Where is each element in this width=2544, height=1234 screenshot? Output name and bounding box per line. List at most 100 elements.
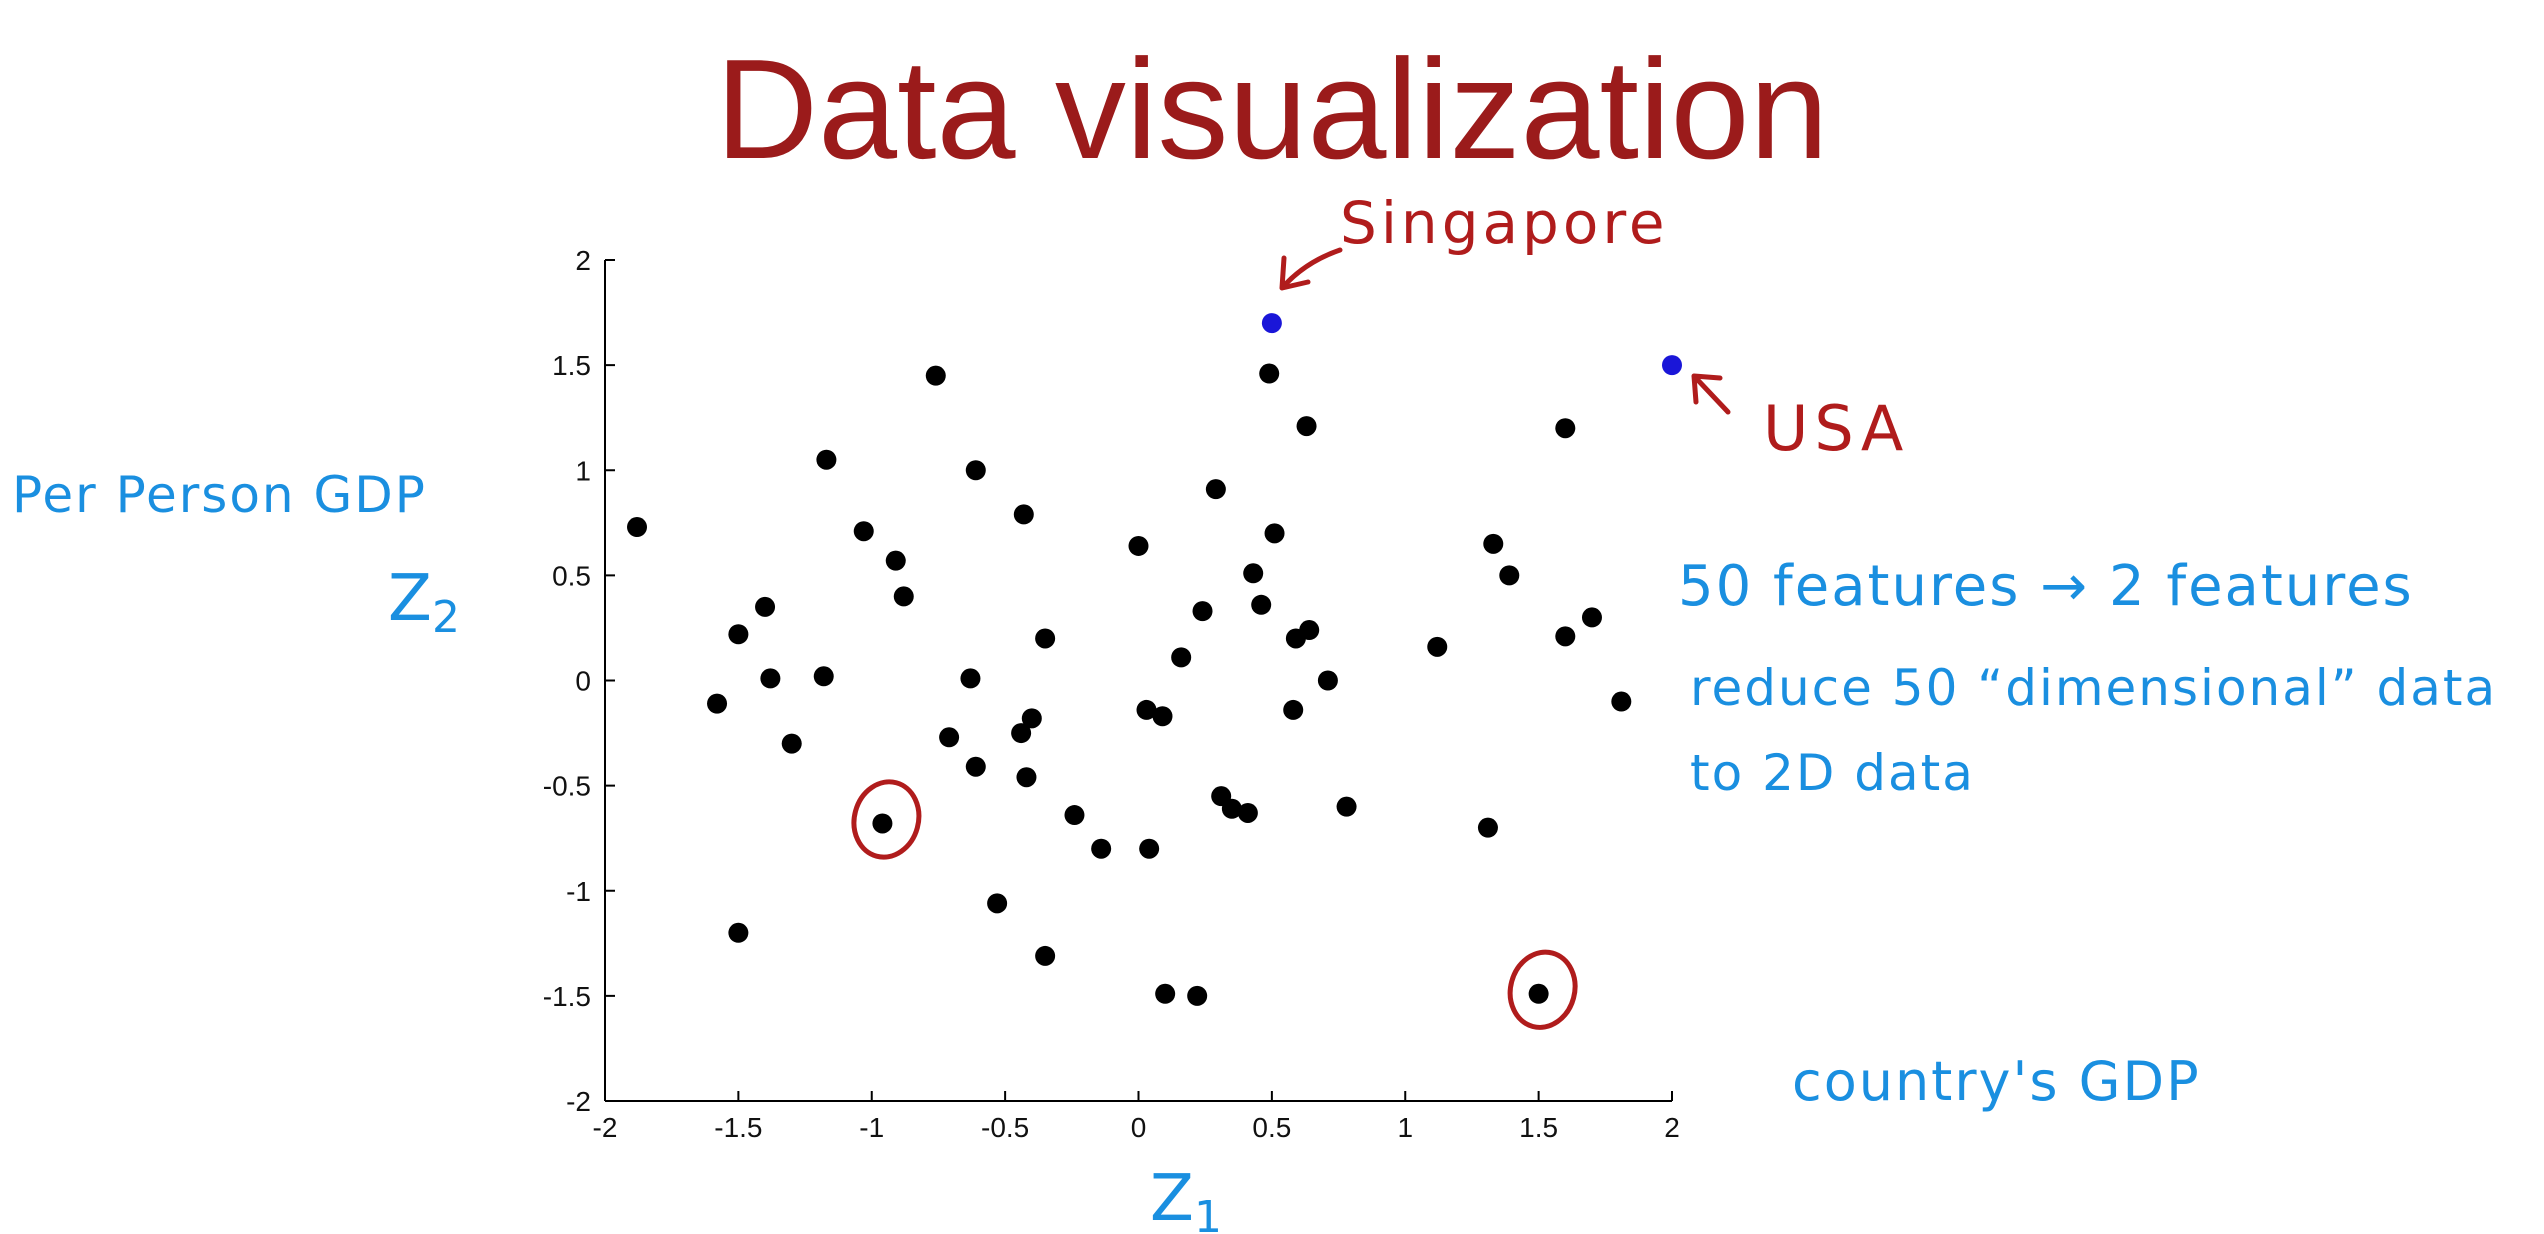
y-axis-variable: Z 2 bbox=[388, 562, 460, 643]
scatter-point bbox=[1296, 416, 1317, 437]
slide-title: Data visualization bbox=[715, 30, 1829, 189]
scatter-point bbox=[816, 449, 837, 470]
scatter-point bbox=[1336, 796, 1357, 817]
scatter-point bbox=[781, 733, 802, 754]
scatter-point bbox=[1016, 767, 1037, 788]
scatter-point bbox=[1205, 479, 1226, 500]
scatter-point bbox=[965, 460, 986, 481]
circled-point-marker bbox=[851, 779, 922, 860]
y-tick-label: -1 bbox=[566, 876, 591, 907]
scatter-point bbox=[872, 813, 893, 834]
highlight-point-usa bbox=[1662, 355, 1682, 376]
scatter-point bbox=[1011, 723, 1032, 744]
usa-arrow-icon bbox=[1691, 373, 1731, 415]
scatter-point bbox=[1283, 699, 1304, 720]
scatter-point bbox=[1155, 983, 1176, 1004]
data-points bbox=[627, 363, 1632, 1006]
scatter-point bbox=[1251, 594, 1272, 615]
x-tick-label: -0.5 bbox=[981, 1112, 1029, 1143]
y-tick-label: -1.5 bbox=[543, 981, 591, 1012]
scatter-point bbox=[1128, 535, 1149, 556]
scatter-point bbox=[1259, 363, 1280, 384]
usa-annotation: USA bbox=[1691, 373, 1909, 465]
x-tick-label: 1 bbox=[1397, 1112, 1413, 1143]
scatter-point bbox=[1192, 601, 1213, 622]
scatter-point bbox=[1581, 607, 1602, 628]
y-axis-var-subscript: 2 bbox=[432, 592, 460, 643]
x-axis-var-letter: Z bbox=[1150, 1162, 1194, 1234]
y-tick-label: 0.5 bbox=[552, 560, 591, 591]
scatter-point bbox=[1091, 838, 1112, 859]
scatter-point bbox=[1237, 802, 1258, 823]
scatter-point bbox=[1187, 985, 1208, 1006]
scatter-point bbox=[813, 666, 834, 687]
scatter-point bbox=[1483, 533, 1504, 554]
scatter-point bbox=[1499, 565, 1520, 586]
scatter-point bbox=[939, 727, 960, 748]
singapore-label: Singapore bbox=[1340, 189, 1669, 257]
scatter-point bbox=[760, 668, 781, 689]
scatter-point bbox=[1221, 798, 1242, 819]
x-tick-label: 2 bbox=[1664, 1112, 1680, 1143]
scatter-point bbox=[755, 596, 776, 617]
singapore-annotation: Singapore bbox=[1279, 189, 1669, 291]
country-gdp-note: country's GDP bbox=[1792, 1050, 2201, 1113]
scatter-point bbox=[728, 624, 749, 645]
features-note: 50 features → 2 features bbox=[1678, 554, 2414, 619]
scatter-point bbox=[1555, 418, 1576, 439]
reduce-note-line2: to 2D data bbox=[1690, 744, 1975, 802]
scatter-point bbox=[853, 521, 874, 542]
scatter-point bbox=[1035, 945, 1056, 966]
y-tick-label: 0 bbox=[575, 666, 591, 697]
y-tick-label: 1.5 bbox=[552, 350, 591, 381]
scatter-point bbox=[1064, 805, 1085, 826]
scatter-point bbox=[1299, 620, 1320, 641]
y-tick-label: 2 bbox=[575, 245, 591, 276]
y-tick-label: 1 bbox=[575, 455, 591, 486]
scatter-point bbox=[1152, 706, 1173, 727]
scatter-point bbox=[728, 922, 749, 943]
x-axis-var-subscript: 1 bbox=[1194, 1192, 1222, 1234]
scatter-point bbox=[960, 668, 981, 689]
x-tick-label: 0 bbox=[1131, 1112, 1147, 1143]
scatter-point bbox=[1136, 699, 1157, 720]
scatter-point bbox=[893, 586, 914, 607]
scatter-point bbox=[885, 550, 906, 571]
x-tick-label: -1.5 bbox=[714, 1112, 762, 1143]
scatter-point bbox=[1477, 817, 1498, 838]
scatter-point bbox=[707, 693, 728, 714]
x-ticks: -2 -1.5 -1 -0.5 0 0.5 1 1.5 2 bbox=[593, 1091, 1680, 1143]
scatter-point bbox=[1171, 647, 1192, 668]
x-tick-label: -1 bbox=[859, 1112, 884, 1143]
x-tick-label: 1.5 bbox=[1519, 1112, 1558, 1143]
scatter-point bbox=[627, 517, 648, 538]
scatter-point bbox=[1035, 628, 1056, 649]
scatter-point bbox=[1139, 838, 1160, 859]
scatter-point bbox=[1243, 563, 1264, 584]
circled-point-marker bbox=[1507, 949, 1578, 1030]
scatter-point bbox=[1555, 626, 1576, 647]
circled-points bbox=[851, 779, 1578, 1030]
scatter-point bbox=[1317, 670, 1338, 691]
y-axis-description: Per Person GDP bbox=[12, 466, 427, 524]
scatter-point bbox=[1611, 691, 1632, 712]
usa-label: USA bbox=[1763, 392, 1909, 465]
highlight-points bbox=[1261, 313, 1682, 376]
highlight-point-singapore bbox=[1261, 313, 1282, 334]
y-ticks: -2 -1.5 -1 -0.5 0 0.5 1 1.5 2 bbox=[543, 245, 615, 1117]
x-axis-variable: Z 1 bbox=[1150, 1162, 1222, 1234]
scatter-point bbox=[1021, 708, 1042, 729]
scatter-point bbox=[925, 365, 946, 386]
reduce-note-line1: reduce 50 “dimensional” data bbox=[1690, 659, 2497, 717]
y-tick-label: -0.5 bbox=[543, 771, 591, 802]
y-axis-var-letter: Z bbox=[388, 562, 432, 636]
scatter-point bbox=[987, 893, 1008, 914]
y-tick-label: -2 bbox=[566, 1086, 591, 1117]
scatter-point bbox=[965, 756, 986, 777]
scatter-point bbox=[1528, 983, 1549, 1004]
x-tick-label: 0.5 bbox=[1252, 1112, 1291, 1143]
scatter-point bbox=[1427, 636, 1448, 657]
x-tick-label: -2 bbox=[593, 1112, 618, 1143]
scatter-point bbox=[1013, 504, 1034, 525]
